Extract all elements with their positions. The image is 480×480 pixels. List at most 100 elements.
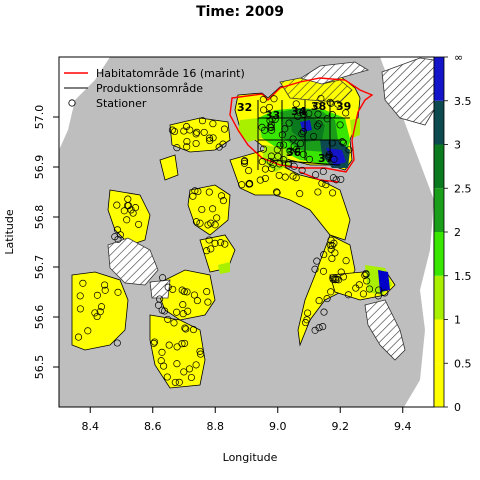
station-marker — [161, 307, 169, 315]
station-marker — [313, 257, 321, 265]
station-marker — [190, 291, 198, 299]
y-tick-label: 56.8 — [33, 205, 46, 230]
station-marker — [337, 175, 345, 183]
y-axis: 56.5 56.6 56.7 56.8 56.9 57.0 — [33, 105, 59, 379]
station-marker — [189, 326, 198, 334]
station-marker — [240, 159, 249, 167]
area-number: 33 — [265, 109, 280, 122]
station-marker — [292, 174, 300, 182]
station-marker — [374, 292, 382, 300]
station-marker — [179, 301, 187, 309]
station-marker — [281, 125, 289, 133]
station-marker — [113, 339, 121, 347]
station-marker — [328, 242, 336, 250]
colorbar-segment — [434, 363, 444, 407]
station-marker — [93, 291, 101, 299]
station-marker — [315, 297, 323, 305]
station-marker — [327, 99, 335, 107]
y-tick-label: 56.6 — [33, 305, 46, 330]
station-marker — [270, 95, 278, 103]
colorbar-segment — [434, 319, 444, 364]
x-tick-label: 8.8 — [207, 420, 225, 433]
station-marker — [329, 189, 337, 197]
station-marker — [159, 274, 167, 282]
station-marker — [330, 155, 338, 163]
station-marker — [281, 173, 289, 181]
station-marker — [284, 159, 293, 167]
colorbar-segment — [434, 188, 444, 232]
station-marker — [344, 291, 352, 299]
x-tick-label: 9.0 — [269, 420, 287, 433]
station-marker — [311, 265, 319, 273]
production-area-south — [364, 299, 406, 361]
station-marker — [266, 123, 274, 131]
station-marker — [196, 219, 204, 227]
station-marker — [335, 276, 343, 284]
station-marker — [268, 126, 276, 134]
station-marker — [185, 365, 194, 373]
station-marker — [338, 138, 346, 146]
station-marker — [192, 361, 200, 369]
station-marker — [328, 111, 336, 119]
station-marker — [256, 176, 264, 184]
station-marker — [183, 137, 191, 146]
legend: Habitatområde 16 (marint) Produktionsomr… — [64, 67, 245, 110]
open-sea-east — [380, 57, 434, 407]
legend-label-stations: Stationer — [96, 97, 147, 110]
station-marker — [160, 362, 168, 370]
x-axis-label: Longitude — [223, 451, 278, 464]
station-marker — [238, 181, 246, 189]
station-marker — [268, 164, 276, 172]
station-marker — [191, 187, 199, 195]
station-marker — [76, 292, 84, 300]
station-marker — [280, 156, 288, 164]
y-axis-label: Latitude — [3, 209, 16, 255]
station-marker — [259, 145, 268, 153]
station-marker — [182, 325, 190, 333]
station-marker — [284, 161, 292, 169]
station-marker — [362, 269, 370, 278]
station-marker — [184, 307, 192, 315]
station-marker — [292, 100, 300, 108]
station-marker — [319, 323, 327, 331]
station-marker — [217, 192, 226, 200]
x-tick-label: 9.4 — [394, 420, 412, 433]
station-marker — [116, 231, 124, 239]
station-marker — [339, 139, 348, 147]
water-skive-fjord — [149, 314, 206, 389]
station-marker — [259, 95, 267, 104]
station-marker — [327, 236, 335, 244]
station-marker — [124, 195, 132, 203]
station-marker — [211, 239, 219, 247]
station-marker — [178, 340, 186, 348]
station-marker — [192, 130, 200, 138]
station-marker — [298, 130, 306, 138]
station-marker — [181, 324, 189, 332]
station-marker — [280, 141, 288, 149]
station-marker — [296, 109, 304, 117]
station-marker — [290, 162, 298, 170]
station-marker — [314, 188, 322, 196]
map-plot-area — [59, 57, 434, 407]
station-marker — [265, 103, 273, 111]
station-marker — [101, 286, 109, 294]
colorbar-tick-label: 0.5 — [454, 357, 472, 370]
station-marker — [302, 319, 310, 327]
station-marker — [315, 120, 323, 128]
station-marker — [192, 139, 200, 148]
station-marker — [261, 126, 269, 134]
station-marker — [323, 115, 331, 123]
station-marker — [173, 144, 181, 152]
station-marker — [336, 121, 344, 129]
colorbar-segment — [434, 232, 444, 276]
colorbar-tick-label: 2.5 — [454, 182, 472, 195]
station-marker — [273, 146, 281, 154]
station-marker — [221, 240, 229, 248]
station-marker — [175, 378, 183, 386]
station-marker — [217, 239, 225, 247]
colorbar: 0 0.5 1 1.5 2 2.5 3 3.5 ∞ — [433, 51, 472, 414]
station-marker — [289, 135, 297, 143]
x-tick-label: 8.6 — [144, 420, 162, 433]
station-marker — [320, 251, 328, 259]
